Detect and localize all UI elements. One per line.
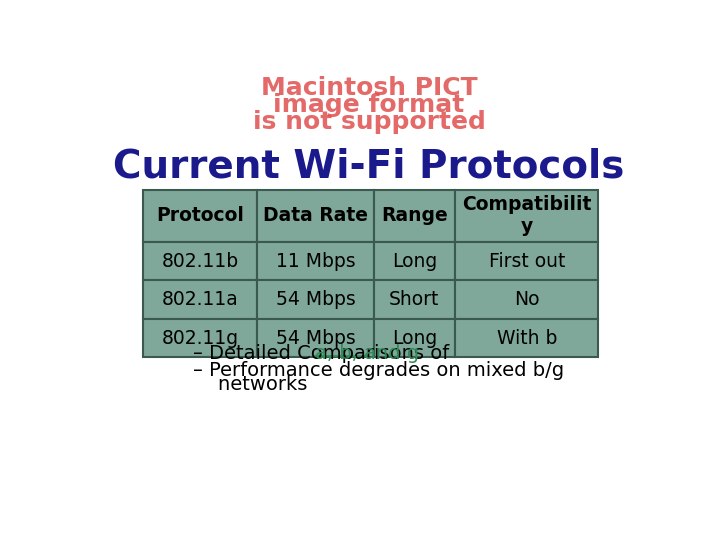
- Text: 802.11b: 802.11b: [161, 252, 238, 271]
- Text: 802.11g: 802.11g: [161, 329, 238, 348]
- Text: With b: With b: [497, 329, 557, 348]
- Text: Current Wi-Fi Protocols: Current Wi-Fi Protocols: [113, 147, 625, 185]
- Text: Short: Short: [389, 290, 439, 309]
- Text: 11 Mbps: 11 Mbps: [276, 252, 356, 271]
- Text: Long: Long: [392, 329, 437, 348]
- Text: Protocol: Protocol: [156, 206, 244, 225]
- Bar: [143, 190, 258, 242]
- Text: networks: networks: [193, 375, 307, 394]
- Bar: [143, 319, 258, 357]
- Text: Macintosh PICT: Macintosh PICT: [261, 76, 477, 100]
- Bar: [258, 242, 374, 280]
- Bar: [374, 319, 455, 357]
- Bar: [455, 319, 598, 357]
- Text: image format: image format: [274, 93, 464, 117]
- Text: Range: Range: [381, 206, 448, 225]
- Text: No: No: [514, 290, 539, 309]
- Text: 54 Mbps: 54 Mbps: [276, 329, 356, 348]
- Bar: [374, 190, 455, 242]
- Bar: [455, 190, 598, 242]
- Bar: [374, 242, 455, 280]
- Text: Long: Long: [392, 252, 437, 271]
- Text: is not supported: is not supported: [253, 110, 485, 134]
- Bar: [143, 280, 258, 319]
- Bar: [258, 190, 374, 242]
- Text: Data Rate: Data Rate: [263, 206, 368, 225]
- Text: – Performance degrades on mixed b/g: – Performance degrades on mixed b/g: [193, 361, 564, 380]
- Text: a, b, and g: a, b, and g: [315, 344, 419, 363]
- Bar: [258, 280, 374, 319]
- Bar: [374, 280, 455, 319]
- Bar: [143, 242, 258, 280]
- Text: 802.11a: 802.11a: [162, 290, 238, 309]
- Text: – Detailed Comparisons of: – Detailed Comparisons of: [193, 344, 456, 363]
- Bar: [258, 319, 374, 357]
- Bar: [455, 280, 598, 319]
- Text: 54 Mbps: 54 Mbps: [276, 290, 356, 309]
- Text: First out: First out: [489, 252, 565, 271]
- Text: Compatibilit
y: Compatibilit y: [462, 195, 591, 236]
- Bar: [455, 242, 598, 280]
